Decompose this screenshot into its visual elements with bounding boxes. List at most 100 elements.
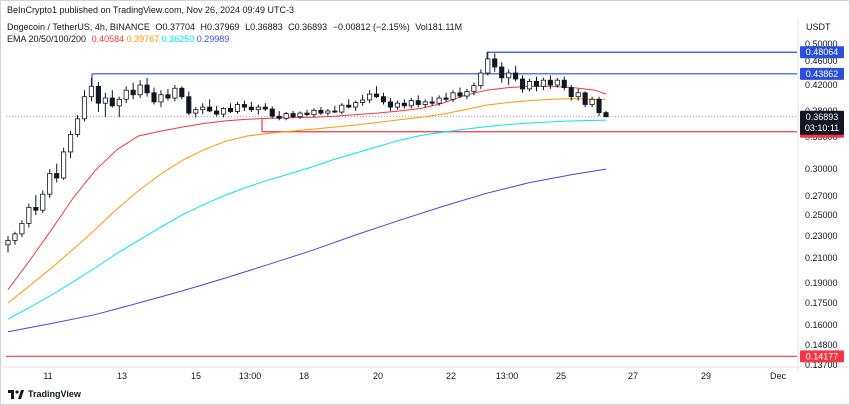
candle-down xyxy=(457,92,463,97)
level-label-box xyxy=(800,350,844,363)
candle-up xyxy=(255,106,261,111)
change-value: −0.00812 (−2.15%) xyxy=(332,22,410,32)
candle-up xyxy=(471,85,477,92)
candle-up xyxy=(325,110,331,114)
candle-down xyxy=(429,101,435,104)
candle-down xyxy=(248,106,254,111)
volume-label: Vol xyxy=(415,22,428,32)
candle-up xyxy=(339,104,345,113)
x-tick-label: 15 xyxy=(191,371,201,381)
ema-label[interactable]: EMA 20/50/100/200 xyxy=(7,34,87,44)
candle-up xyxy=(297,112,303,118)
y-tick-label: 0.23000 xyxy=(805,231,838,241)
candle-up xyxy=(61,151,67,179)
candle-down xyxy=(33,206,39,211)
candle-down xyxy=(443,97,449,100)
level-label: 0.43862 xyxy=(806,69,839,79)
tradingview-logo: TradingView xyxy=(8,389,81,399)
candle-down xyxy=(151,92,157,103)
y-tick-label: 0.14800 xyxy=(805,340,838,350)
candle-down xyxy=(290,113,296,118)
y-tick-label: 0.21000 xyxy=(805,253,838,263)
candle-down xyxy=(520,78,526,90)
candle-down xyxy=(214,110,220,115)
open-value: 0.37704 xyxy=(162,22,195,32)
candle-down xyxy=(241,104,247,108)
candle-up xyxy=(436,97,442,104)
ema100-value: 0.36250 xyxy=(161,34,195,44)
candle-up xyxy=(408,100,414,107)
candle-down xyxy=(179,87,185,98)
ema-header: EMA 20/50/100/200 0.40584 0.39767 0.3625… xyxy=(7,34,229,44)
y-tick-label: 0.46000 xyxy=(805,56,838,66)
candle-up xyxy=(353,102,359,108)
x-tick-label: 13:00 xyxy=(496,371,519,381)
y-tick-label: 0.17500 xyxy=(805,298,838,308)
candle-down xyxy=(582,92,588,105)
candle-down xyxy=(332,110,338,113)
candle-up xyxy=(47,173,53,195)
y-tick-label: 0.19000 xyxy=(805,278,838,288)
candle-up xyxy=(464,91,470,97)
high-value: 0.37969 xyxy=(207,22,240,32)
y-tick-label: 0.25000 xyxy=(805,210,838,220)
candle-down xyxy=(596,98,602,113)
level-label-box xyxy=(800,46,844,59)
candle-down xyxy=(380,96,387,103)
level-label: 0.48064 xyxy=(806,47,839,57)
y-tick-label: 0.16000 xyxy=(805,320,838,330)
x-tick-label: 13:00 xyxy=(239,371,262,381)
candle-down xyxy=(95,85,101,104)
candle-down xyxy=(109,97,115,107)
candle-up xyxy=(81,96,88,120)
candle-down xyxy=(346,104,352,108)
low-value: 0.36883 xyxy=(250,22,283,32)
candle-up xyxy=(478,72,484,87)
candle-down xyxy=(304,112,310,116)
ema50-line xyxy=(7,98,606,304)
candle-down xyxy=(533,81,540,87)
ema20-line xyxy=(7,85,607,290)
level-label: 0.14177 xyxy=(806,351,839,361)
candle-up xyxy=(74,118,81,135)
candle-down xyxy=(262,106,268,110)
candle-up xyxy=(40,193,46,211)
candle-down xyxy=(387,101,393,108)
candle-up xyxy=(221,108,227,115)
candle-up xyxy=(116,98,122,107)
last-price-box xyxy=(800,110,844,135)
candle-down xyxy=(415,100,421,105)
candle-up xyxy=(137,84,143,96)
candle-up xyxy=(12,233,18,241)
candle-down xyxy=(513,72,519,80)
candle-up xyxy=(200,106,206,111)
candle-down xyxy=(186,96,192,114)
y-tick-label: 0.50000 xyxy=(805,39,838,49)
candle-up xyxy=(68,133,74,153)
candle-up xyxy=(554,79,560,86)
volume-value: 181.11M xyxy=(427,22,463,32)
candle-up xyxy=(360,99,366,103)
candle-down xyxy=(144,84,150,94)
candle-down xyxy=(603,112,609,118)
y-tick-label: 0.27000 xyxy=(805,191,838,201)
candle-down xyxy=(373,93,380,98)
candle-down xyxy=(207,106,213,112)
candle-up xyxy=(526,81,533,90)
candle-up xyxy=(485,58,491,74)
y-tick-label: 0.30000 xyxy=(805,164,838,174)
candle-down xyxy=(276,115,282,119)
candle-down xyxy=(568,87,574,98)
candle-up xyxy=(123,89,129,100)
ema20-value: 0.40584 xyxy=(91,34,125,44)
x-tick-label: 27 xyxy=(628,371,638,381)
candle-up xyxy=(422,101,428,105)
candle-up xyxy=(589,98,595,105)
x-tick-label: Dec xyxy=(770,371,787,381)
ema200-value: 0.29989 xyxy=(196,34,230,44)
ema200-line xyxy=(7,168,607,333)
symbol-title[interactable]: Dogecoin / TetherUS, 4h, BINANCE xyxy=(7,22,150,32)
candle-down xyxy=(561,79,567,88)
candle-down xyxy=(401,102,407,107)
